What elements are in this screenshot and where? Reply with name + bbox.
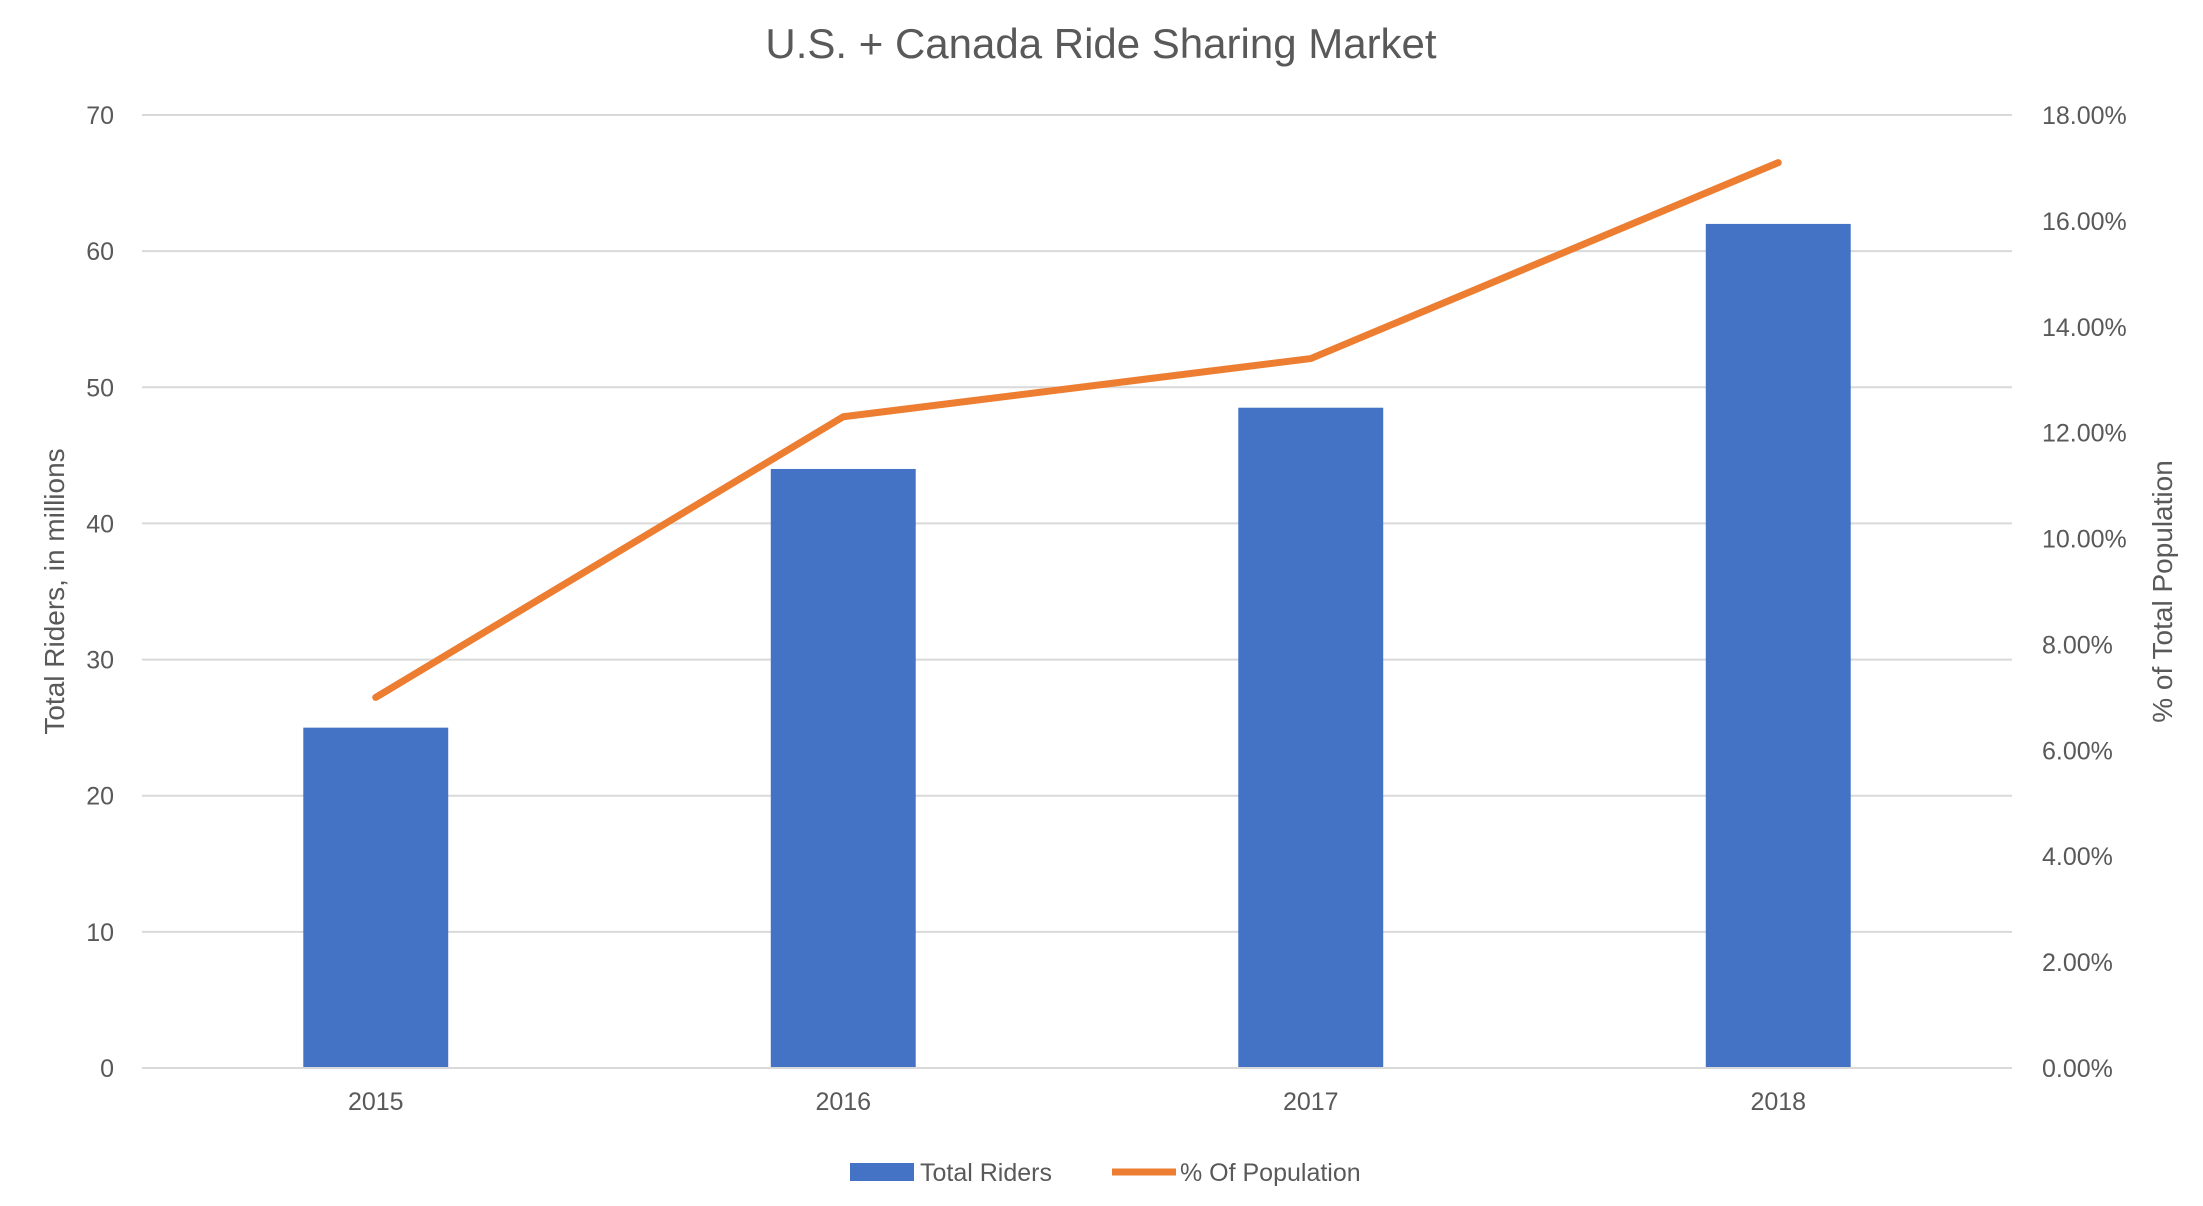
- y-tick-label: 70: [86, 102, 114, 130]
- x-tick-label: 2018: [1750, 1088, 1806, 1116]
- y-tick-label: 10: [86, 919, 114, 947]
- y2-tick-label: 14.00%: [2042, 314, 2127, 342]
- left-axis-ticks: 0 10 20 30 40 50 60 70: [86, 102, 114, 1083]
- x-axis-ticks: 2015 2016 2017 2018: [348, 1088, 1806, 1116]
- line-percent-population: [372, 159, 1782, 701]
- legend-label-percent-population: % Of Population: [1180, 1159, 1361, 1187]
- y2-tick-label: 2.00%: [2042, 949, 2113, 977]
- x-tick-label: 2016: [815, 1088, 871, 1116]
- y2-tick-label: 12.00%: [2042, 420, 2127, 448]
- y-tick-label: 20: [86, 783, 114, 811]
- chart-title: U.S. + Canada Ride Sharing Market: [765, 20, 1437, 67]
- legend-label-total-riders: Total Riders: [920, 1159, 1052, 1187]
- y-tick-label: 60: [86, 238, 114, 266]
- y2-tick-label: 10.00%: [2042, 526, 2127, 554]
- bar-total-riders-2018: [1705, 223, 1851, 1068]
- legend-swatch-total-riders: [850, 1163, 914, 1181]
- x-tick-label: 2017: [1283, 1088, 1339, 1116]
- y2-tick-label: 8.00%: [2042, 631, 2113, 659]
- right-axis-ticks: 0.00% 2.00% 4.00% 6.00% 8.00% 10.00% 12.00% 14.…: [2042, 102, 2127, 1083]
- y-tick-label: 30: [86, 647, 114, 675]
- y-axis-title: Total Riders, in millions: [39, 448, 70, 734]
- bar-total-riders-2015: [303, 727, 449, 1068]
- y2-tick-label: 6.00%: [2042, 737, 2113, 765]
- bar-series: [303, 223, 1851, 1068]
- y-tick-label: 0: [100, 1055, 114, 1083]
- bar-total-riders-2016: [770, 468, 916, 1068]
- y-tick-label: 40: [86, 510, 114, 538]
- x-tick-label: 2015: [348, 1088, 404, 1116]
- y2-tick-label: 18.00%: [2042, 102, 2127, 130]
- y2-tick-label: 16.00%: [2042, 208, 2127, 236]
- y2-tick-label: 4.00%: [2042, 843, 2113, 871]
- y2-tick-label: 0.00%: [2042, 1055, 2113, 1083]
- bar-total-riders-2017: [1238, 407, 1384, 1068]
- y-tick-label: 50: [86, 374, 114, 402]
- y2-axis-title: % of Total Population: [2147, 460, 2178, 723]
- legend: Total Riders % Of Population: [850, 1159, 1361, 1187]
- line-series: [372, 159, 1782, 701]
